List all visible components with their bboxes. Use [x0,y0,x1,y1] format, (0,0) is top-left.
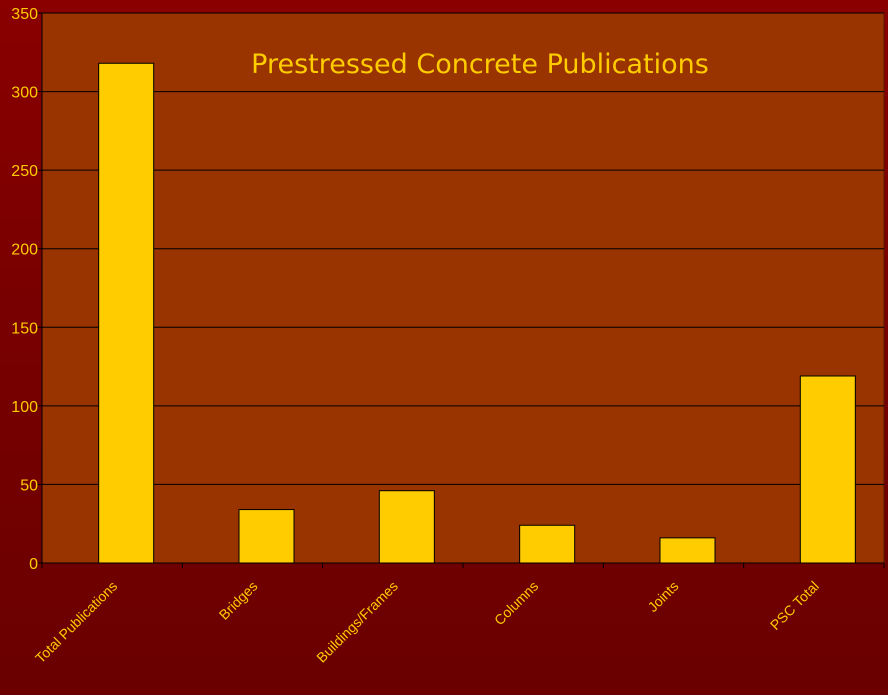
gridlines [42,12,884,485]
y-tick-label: 250 [11,163,38,180]
y-tick-label: 150 [11,320,38,337]
y-tick-label: 300 [11,85,38,102]
x-tick-label: Total Publications [32,578,120,666]
chart-title: Prestressed Concrete Publications [251,49,709,80]
x-tick-label: Bridges [216,578,261,623]
y-tick-label: 100 [11,399,38,416]
bars [98,62,856,564]
plot-area [41,12,885,564]
x-tick-label: Columns [491,578,541,628]
y-tick-label: 200 [11,242,38,259]
x-tick-label: Buildings/Frames [313,578,401,666]
bar [659,537,716,564]
y-tick-label: 350 [11,6,38,23]
x-tick-label: PSC Total [767,578,822,633]
y-tick-label: 50 [20,477,38,494]
x-axis: Total Publications Bridges Buildings/Frame… [32,562,885,666]
y-axis: 0 50 100 150 200 250 300 350 [11,6,43,573]
y-tick-label: 0 [29,556,38,573]
bar [378,490,435,564]
bar [519,524,576,564]
bar [799,375,856,564]
bar [98,62,155,564]
bar [238,509,295,564]
x-tick-label: Joints [644,578,681,615]
